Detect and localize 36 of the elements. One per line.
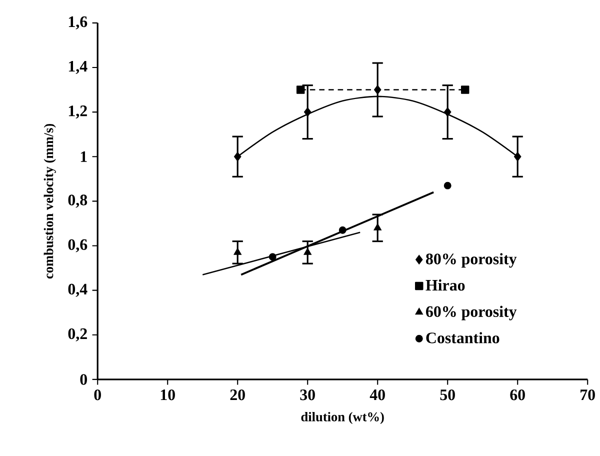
y-tick-label: 0,8 — [68, 194, 88, 208]
x-tick-label: 10 — [160, 389, 175, 400]
y-tick-label: 1,6 — [68, 16, 88, 30]
y-tick-label: 0,4 — [68, 284, 88, 297]
y-axis-title: combustion velocity (mm/s) — [44, 124, 56, 278]
y-tick-label: 1,4 — [68, 60, 88, 74]
x-tick-label: 20 — [230, 389, 245, 400]
point — [268, 253, 276, 261]
point — [444, 107, 452, 117]
y-tick-label: 0,6 — [68, 239, 88, 252]
point — [304, 107, 312, 117]
point — [460, 86, 470, 94]
point — [444, 182, 452, 190]
x-tick-label: 30 — [300, 389, 315, 400]
y-tick-label: 0,2 — [68, 328, 87, 342]
point — [304, 248, 312, 255]
y-tick-label: 1,2 — [68, 105, 87, 118]
point — [234, 152, 242, 162]
legend-label: 80% porosity — [426, 253, 517, 268]
y-tick-label: 0 — [80, 374, 87, 385]
x-tick-label: 70 — [580, 389, 595, 400]
y-tick-label: 1 — [80, 151, 87, 162]
x-axis-title: dilution (wt%) — [301, 412, 384, 424]
point — [296, 86, 305, 94]
legend-label: Hirao — [426, 279, 465, 291]
point — [374, 84, 382, 94]
x-tick-label: 40 — [370, 389, 385, 400]
legend-label: Costantino — [426, 332, 500, 344]
x-tick-label: 50 — [440, 389, 455, 400]
x-tick-label: 60 — [510, 389, 525, 400]
x-tick-label: 0 — [94, 389, 101, 400]
point — [514, 152, 522, 162]
point — [374, 223, 382, 230]
point — [234, 248, 242, 255]
point — [338, 226, 346, 234]
legend-label: 60% porosity — [426, 306, 517, 320]
